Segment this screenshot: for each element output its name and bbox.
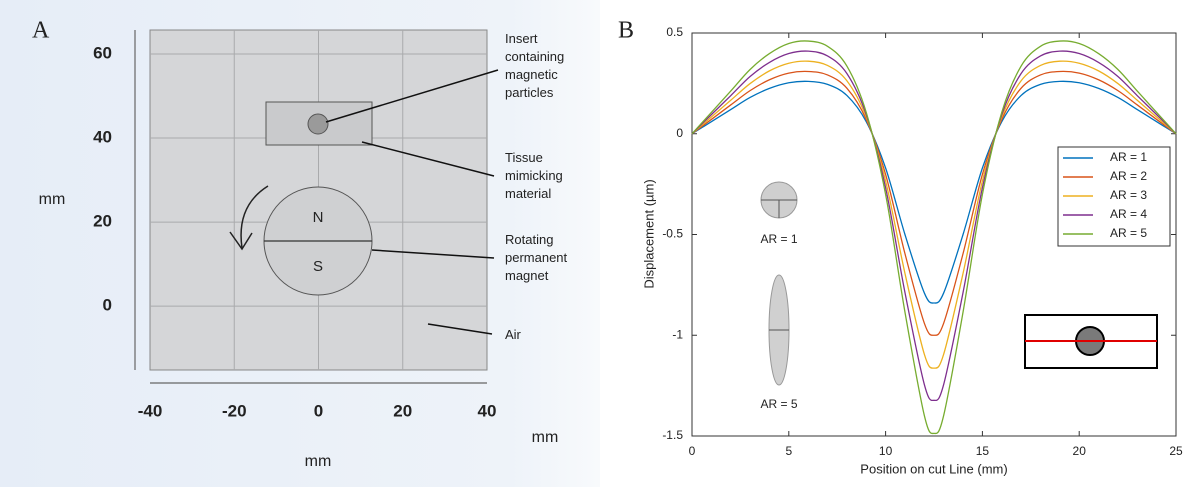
series-line	[691, 80, 1177, 304]
series-line	[691, 40, 1177, 435]
legend-label: AR = 3	[1110, 188, 1147, 202]
x-tick-label: 0	[314, 401, 323, 420]
inset-label: AR = 5	[760, 397, 797, 411]
y-tick-label: -0.5	[662, 227, 683, 241]
y-tick-label: 40	[93, 127, 112, 146]
rotation-arrowhead	[229, 231, 253, 251]
annotation: Tissue mimicking material	[505, 150, 563, 201]
series-line	[691, 50, 1177, 402]
y-tick-label: -1	[672, 327, 683, 341]
callout-line	[371, 249, 495, 259]
rotation-arrow	[240, 185, 269, 249]
annotation: Rotating permanent magnet	[505, 232, 568, 283]
panel-label: A	[32, 18, 50, 44]
legend-label: AR = 4	[1110, 207, 1147, 221]
x-axis-label: Position on cut Line (mm)	[860, 461, 1007, 476]
x-tick-label: 15	[976, 444, 990, 458]
inset-label: AR = 1	[760, 232, 797, 246]
x-tick-label: 0	[689, 444, 696, 458]
x-tick-label: 20	[1073, 444, 1087, 458]
x-axis-unit: mm	[532, 429, 559, 446]
callout-line	[361, 141, 495, 177]
x-tick-label: 40	[478, 401, 497, 420]
y-tick-label: 0	[676, 126, 683, 140]
y-tick-label: 0	[103, 296, 112, 315]
x-tick-label: 5	[785, 444, 792, 458]
callout-line	[427, 323, 493, 335]
legend-label: AR = 2	[1110, 169, 1147, 183]
series-line	[691, 60, 1177, 369]
series-line	[691, 70, 1177, 336]
pole-label: N	[313, 209, 324, 226]
legend-label: AR = 5	[1110, 226, 1147, 240]
x-tick-label: 10	[879, 444, 893, 458]
y-tick-label: 0.5	[666, 25, 683, 39]
plot	[691, 32, 1177, 437]
y-tick-label: -1.5	[662, 428, 683, 442]
callout-line	[325, 69, 499, 123]
pole-label: S	[313, 258, 323, 275]
y-axis-label: mm	[39, 191, 66, 208]
insert	[307, 113, 329, 135]
x-tick-label: 25	[1169, 444, 1183, 458]
y-tick-label: 60	[93, 43, 112, 62]
annotation: Air	[505, 327, 521, 342]
y-tick-label: 20	[93, 212, 112, 231]
x-tick-label: -40	[138, 401, 163, 420]
y-axis-label: Displacement (µm)	[641, 179, 656, 288]
annotation: Insert containing magnetic particles	[505, 31, 565, 100]
x-tick-label: 20	[393, 401, 412, 420]
x-tick-label: -20	[222, 401, 247, 420]
panel-label: B	[618, 18, 634, 44]
x-axis-label: mm	[305, 453, 332, 470]
legend-label: AR = 1	[1110, 150, 1147, 164]
